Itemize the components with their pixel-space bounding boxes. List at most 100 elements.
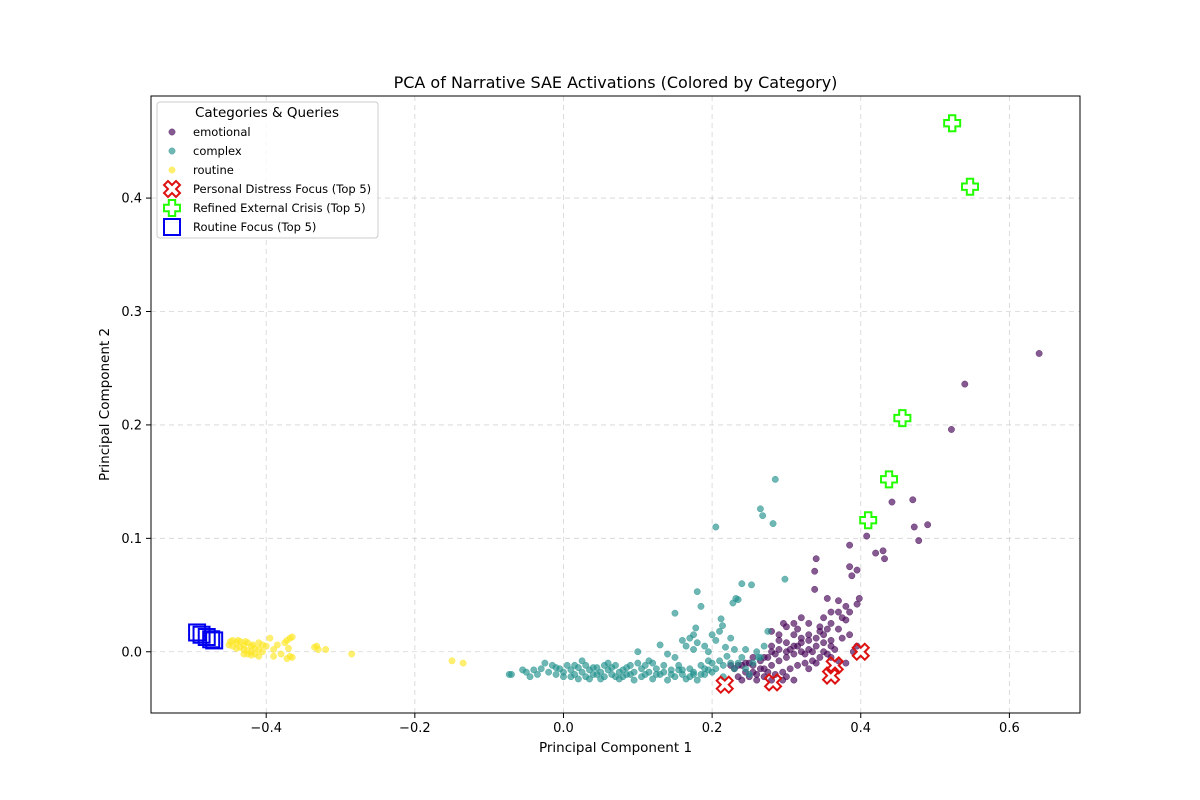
complex-point <box>712 636 720 644</box>
personal-distress-marker <box>821 666 841 685</box>
emotional-point <box>842 602 850 610</box>
emotional-point <box>924 521 932 529</box>
emotional-point <box>811 567 819 575</box>
emotional-point <box>812 642 820 650</box>
emotional-point <box>820 639 828 647</box>
y-tick-label: 0.1 <box>121 532 142 547</box>
complex-point <box>730 646 738 653</box>
emotional-point <box>838 634 846 642</box>
emotional-point <box>816 653 824 661</box>
legend-label: complex <box>193 144 242 158</box>
routine-point <box>255 652 263 660</box>
emotional-point <box>835 597 842 605</box>
legend-label: emotional <box>193 125 251 139</box>
emotional-point <box>846 608 854 616</box>
complex-point <box>719 661 727 669</box>
complex-point <box>769 520 777 528</box>
complex-point <box>586 675 593 683</box>
x-tick-label: −0.2 <box>399 721 431 736</box>
complex-point <box>667 670 675 678</box>
emotional-point <box>842 616 850 624</box>
emotional-point <box>827 619 835 627</box>
query-markers <box>188 114 980 695</box>
emotional-point <box>768 661 776 669</box>
y-tick-label: 0.2 <box>121 418 142 433</box>
complex-point <box>600 661 608 669</box>
emotional-point <box>842 659 850 667</box>
emotional-point <box>808 648 816 656</box>
routine-point <box>234 636 242 644</box>
complex-point <box>578 668 586 676</box>
emotional-point <box>888 498 896 506</box>
routine-point <box>459 659 467 667</box>
emotional-point <box>782 639 790 647</box>
legend-label: Personal Distress Focus (Top 5) <box>193 182 371 196</box>
y-axis-label: Principal Component 2 <box>97 328 113 481</box>
complex-point <box>760 642 768 650</box>
emotional-point <box>835 625 842 633</box>
complex-point <box>534 670 541 678</box>
legend-title: Categories & Queries <box>195 105 339 121</box>
external-crisis-marker <box>859 511 878 530</box>
complex-point <box>693 639 701 647</box>
complex-point <box>541 659 549 667</box>
routine-point <box>270 652 278 660</box>
emotional-point <box>805 665 813 673</box>
complex-point <box>717 615 725 623</box>
emotional-point <box>812 659 820 667</box>
emotional-point <box>738 676 746 684</box>
emotional-point <box>768 648 776 656</box>
complex-point <box>781 575 789 583</box>
emotional-point <box>775 657 783 665</box>
personal-distress-marker <box>715 675 735 695</box>
emotional-point <box>790 676 798 684</box>
complex-point <box>593 670 601 678</box>
complex-point <box>623 670 631 678</box>
complex-point <box>626 661 634 669</box>
complex-point <box>719 622 726 630</box>
emotional-point <box>853 600 861 608</box>
personal-distress-marker <box>763 672 783 692</box>
emotional-point <box>790 650 798 658</box>
complex-point <box>630 676 638 684</box>
complex-point <box>530 666 538 674</box>
complex-point <box>742 646 750 653</box>
emotional-point <box>786 665 794 673</box>
y-tick-label: 0.0 <box>121 645 142 660</box>
complex-point <box>759 512 767 520</box>
routine-point <box>249 641 257 649</box>
complex-point <box>567 673 575 681</box>
complex-point <box>526 673 534 681</box>
emotional-point <box>1035 350 1043 357</box>
legend: Categories & Queries emotional complex rou… <box>156 101 379 239</box>
complex-point <box>589 664 597 672</box>
chart-title: PCA of Narrative SAE Activations (Colore… <box>394 73 838 92</box>
complex-point <box>701 665 709 673</box>
external-crisis-marker <box>893 409 912 428</box>
emotional-point <box>786 646 794 653</box>
legend-label: Refined External Crisis (Top 5) <box>193 201 366 215</box>
emotional-point <box>801 659 809 667</box>
legend-marker-routine <box>168 166 176 174</box>
complex-point <box>756 505 764 513</box>
emotional-point <box>790 619 798 627</box>
complex-point <box>764 627 772 635</box>
x-tick-label: 0.0 <box>553 721 574 736</box>
complex-point <box>682 642 690 650</box>
complex-point <box>748 581 755 589</box>
complex-point <box>660 668 668 676</box>
legend-label: routine <box>193 163 234 177</box>
complex-point <box>716 627 723 635</box>
complex-point <box>738 580 746 588</box>
emotional-point <box>835 608 842 616</box>
emotional-point <box>794 625 802 633</box>
complex-point <box>693 588 701 596</box>
axis-ticks: −0.4 −0.2 0.0 0.2 0.4 0.6 0.0 0.1 0.2 0.3 0.4 <box>121 192 1019 736</box>
complex-point <box>678 636 686 644</box>
emotional-point <box>753 676 761 684</box>
emotional-point <box>910 523 918 531</box>
complex-point <box>671 609 679 617</box>
routine-point <box>259 648 266 656</box>
complex-point <box>671 653 679 661</box>
